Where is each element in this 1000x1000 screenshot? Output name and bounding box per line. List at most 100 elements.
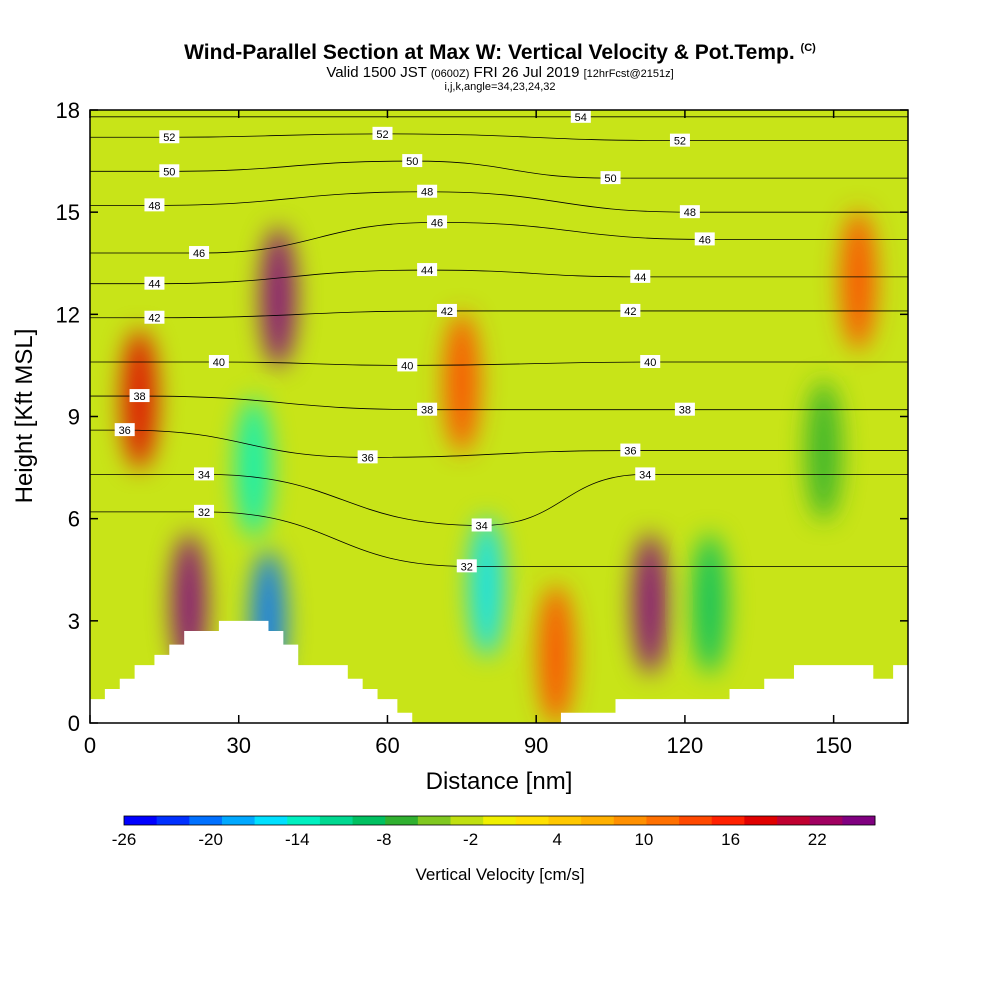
contour-label: 46	[694, 232, 715, 246]
contour-label-text: 44	[148, 279, 160, 291]
colorbar-swatch	[581, 816, 615, 825]
y-tick-label: 18	[56, 98, 80, 123]
colorbar-swatch	[221, 816, 256, 825]
x-axis: 0 30 60 90 120 150	[84, 110, 852, 758]
theta-contour-line	[90, 361, 908, 366]
y-tick-label: 15	[56, 200, 80, 225]
colorbar-tick-label: 10	[634, 830, 653, 849]
chart-title-main: Wind-Parallel Section at Max W: Vertical…	[184, 41, 795, 64]
contour-label-bg	[194, 467, 215, 481]
contour-label-text: 32	[198, 507, 210, 519]
colorbar-tick-label: -20	[198, 830, 223, 849]
contour-label: 46	[189, 246, 210, 260]
contour-label-bg	[402, 154, 423, 168]
y-tick-label: 12	[56, 302, 80, 327]
colorbar-swatch	[613, 816, 647, 825]
colorbar-swatch	[744, 816, 778, 825]
velocity-cell	[468, 516, 505, 657]
contour-label: 42	[144, 310, 165, 325]
y-tick-label: 6	[68, 507, 80, 532]
valid-utc: (0600Z)	[430, 68, 470, 80]
x-axis-title: Distance [nm]	[426, 768, 573, 795]
contour-label-bg	[427, 215, 448, 229]
x-tick-label: 150	[815, 733, 852, 758]
contour-label: 46	[427, 215, 448, 229]
contour-label-bg	[208, 355, 229, 369]
colorbar-swatch	[352, 816, 386, 825]
contour-label: 42	[436, 303, 457, 318]
contour-label-text: 40	[644, 357, 656, 369]
contour-label: 40	[208, 355, 229, 369]
colorbar-tick-label: 16	[721, 830, 740, 849]
contour-label: 54	[570, 109, 591, 124]
colorbar-swatch	[548, 816, 582, 825]
contour-label-text: 52	[376, 129, 388, 141]
contour-label: 38	[417, 402, 438, 417]
contour-label: 32	[194, 504, 215, 519]
contour-label-bg	[397, 358, 418, 372]
colorbar-swatch	[254, 816, 288, 825]
contour-label-text: 40	[213, 357, 225, 369]
colorbar-swatch	[515, 816, 549, 825]
contour-label: 32	[456, 559, 477, 573]
velocity-cell	[538, 584, 575, 723]
contour-label: 44	[417, 263, 438, 277]
contour-label-text: 44	[421, 265, 433, 277]
contour-label-bg	[144, 276, 165, 290]
contour-label-text: 34	[639, 469, 651, 481]
contour-label-text: 42	[624, 306, 636, 318]
contour-label-bg	[620, 443, 641, 457]
contour-label-text: 42	[148, 313, 160, 325]
y-axis-title: Height [Kft MSL]	[11, 329, 38, 504]
colorbar-frame	[123, 815, 876, 826]
chart-subtitle: Valid 1500 JST (0600Z) FRI 26 Jul 2019 […	[0, 65, 1000, 82]
contour-label-text: 48	[421, 187, 433, 199]
colorbar: -26 -20 -14 -8 -2 4 10 16 22	[112, 815, 876, 849]
colorbar-swatch	[189, 816, 223, 825]
contour-label: 52	[159, 130, 180, 144]
contour-label-bg	[456, 559, 477, 573]
contour-label: 38	[129, 389, 150, 403]
contour-label: 36	[114, 423, 135, 437]
colorbar-swatch	[777, 816, 811, 825]
contour-label: 38	[674, 402, 695, 417]
contour-label-text: 32	[461, 561, 473, 573]
x-tick-label: 120	[667, 733, 704, 758]
contour-label: 40	[397, 358, 418, 372]
colorbar-swatch	[319, 816, 354, 825]
contour-label-text: 52	[674, 136, 686, 148]
y-tick-label: 0	[68, 711, 80, 736]
contour-label-text: 52	[163, 132, 175, 144]
contour-label: 48	[679, 205, 700, 219]
y-tick-label: 3	[68, 609, 80, 634]
contour-label-text: 36	[361, 452, 373, 464]
contour-label-text: 42	[441, 306, 453, 318]
copyright-mark: (C)	[800, 42, 816, 54]
colorbar-tick-label: 22	[808, 830, 827, 849]
colorbar-swatch	[385, 816, 419, 825]
contour-label-bg	[679, 205, 700, 219]
contour-labels: 52 52 54 52 50 50 50 48 48 48 46 46 46 44 44 44 42 42 42 40…	[114, 109, 715, 573]
contour-label: 34	[471, 518, 492, 532]
velocity-cell	[691, 533, 728, 674]
x-tick-label: 90	[524, 733, 548, 758]
velocity-cell	[632, 533, 669, 674]
contour-label-bg	[417, 184, 438, 198]
forecast-info: [12hrFcst@2151z]	[583, 68, 674, 80]
contour-label-bg	[417, 402, 438, 416]
contour-label: 44	[630, 269, 651, 284]
contour-label-text: 38	[421, 405, 433, 417]
velocity-cell	[235, 397, 272, 538]
colorbar-swatch	[287, 816, 321, 825]
contour-label-bg	[114, 423, 135, 437]
colorbar-tick-label: -8	[376, 830, 391, 849]
index-info: i,j,k,angle=34,23,24,32	[444, 81, 556, 93]
contour-label-bg	[620, 303, 641, 317]
contour-label-bg	[570, 109, 591, 123]
contour-label-text: 38	[679, 405, 691, 417]
contour-label-bg	[436, 303, 457, 317]
contour-label: 50	[600, 171, 621, 185]
contour-label: 34	[635, 467, 656, 481]
colorbar-title: Vertical Velocity [cm/s]	[415, 865, 584, 884]
